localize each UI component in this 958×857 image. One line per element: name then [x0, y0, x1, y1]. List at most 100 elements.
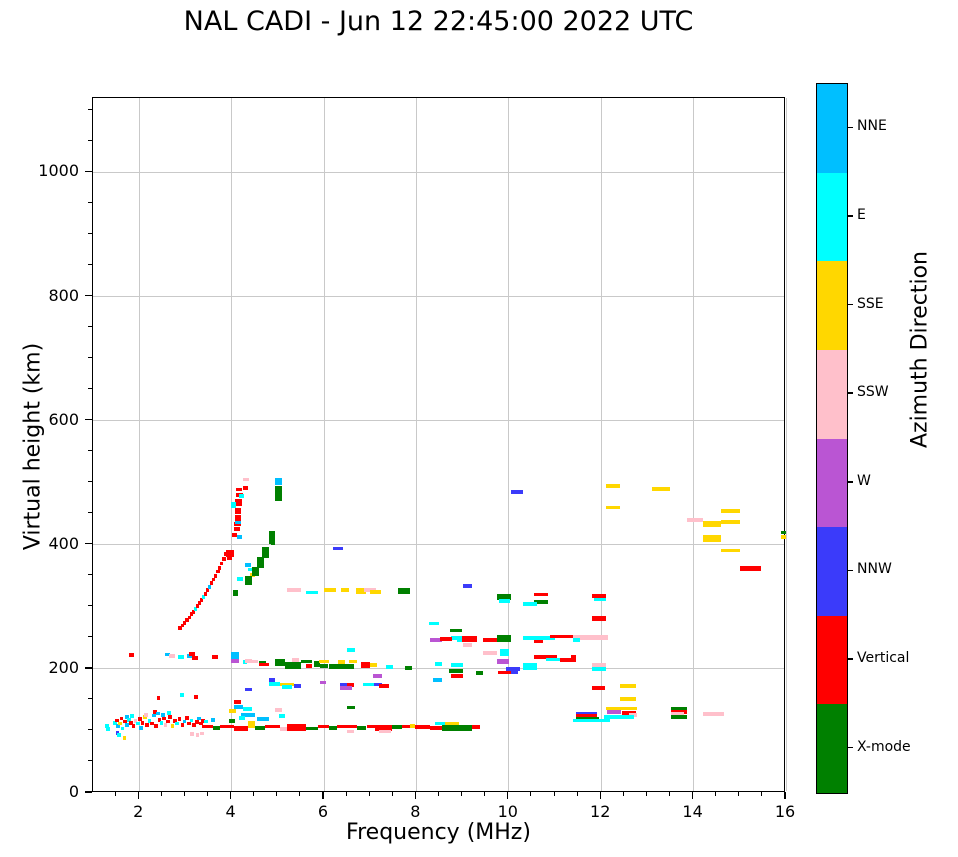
- axis-tick: [88, 388, 92, 390]
- scatter-point: [291, 658, 299, 663]
- scatter-point: [605, 706, 622, 711]
- scatter-point: [370, 663, 378, 668]
- scatter-point: [113, 721, 117, 725]
- scatter-point: [125, 722, 130, 727]
- scatter-point: [168, 715, 172, 720]
- scatter-point: [193, 606, 197, 611]
- scatter-point: [229, 709, 237, 713]
- scatter-point: [269, 530, 276, 545]
- colorbar-label-w: W: [857, 472, 871, 489]
- axis-tick: [507, 792, 509, 799]
- x-tick-label: 8: [410, 802, 421, 821]
- colorbar: [816, 83, 848, 794]
- axis-tick: [299, 792, 301, 796]
- scatter-point: [191, 722, 196, 727]
- scatter-point: [165, 719, 170, 724]
- scatter-point: [247, 721, 255, 725]
- scatter-point: [230, 502, 237, 508]
- scatter-point: [172, 719, 177, 723]
- scatter-point: [156, 696, 161, 700]
- scatter-point: [157, 717, 162, 722]
- axis-tick: [738, 792, 740, 796]
- scatter-point: [432, 678, 442, 682]
- scatter-point: [245, 563, 251, 568]
- scatter-point: [123, 719, 127, 724]
- scatter-point: [497, 593, 512, 600]
- scatter-point: [170, 724, 175, 728]
- gridline-x: [138, 98, 140, 791]
- scatter-point: [457, 637, 465, 642]
- scatter-point: [201, 724, 214, 729]
- scatter-point: [498, 599, 510, 604]
- scatter-point: [243, 477, 249, 482]
- axis-tick: [88, 450, 92, 452]
- gridline-x: [415, 98, 417, 791]
- scatter-point: [175, 721, 179, 726]
- colorbar-segment-vertical: [817, 615, 847, 705]
- scatter-point: [135, 721, 140, 726]
- scatter-point: [370, 590, 382, 594]
- scatter-point: [275, 659, 285, 667]
- scatter-point: [652, 487, 671, 491]
- x-tick-label: 6: [317, 802, 329, 821]
- scatter-point: [347, 683, 355, 687]
- scatter-point: [550, 634, 579, 639]
- scatter-point: [117, 733, 121, 738]
- axis-tick: [88, 481, 92, 483]
- scatter-point: [139, 725, 143, 730]
- scatter-point: [621, 706, 638, 711]
- scatter-point: [199, 721, 203, 726]
- scatter-point: [166, 711, 171, 715]
- scatter-point: [603, 714, 622, 719]
- scatter-point: [476, 671, 484, 676]
- scatter-point: [163, 722, 168, 727]
- scatter-point: [208, 585, 212, 589]
- scatter-point: [195, 733, 200, 738]
- scatter-point: [129, 721, 133, 725]
- scatter-point: [340, 686, 352, 690]
- scatter-point: [245, 687, 253, 692]
- scatter-point: [115, 730, 120, 735]
- scatter-point: [203, 719, 209, 724]
- gridline-x: [231, 98, 233, 791]
- scatter-point: [275, 486, 283, 502]
- scatter-point: [178, 655, 184, 659]
- scatter-point: [233, 527, 240, 532]
- scatter-point: [671, 712, 685, 717]
- scatter-point: [430, 725, 442, 730]
- axis-tick: [85, 791, 92, 793]
- scatter-point: [187, 721, 191, 726]
- colorbar-tick: [848, 481, 853, 483]
- scatter-point: [234, 515, 241, 522]
- scatter-point: [125, 715, 130, 720]
- scatter-point: [185, 618, 189, 622]
- x-tick-label: 4: [225, 802, 236, 821]
- scatter-point: [448, 668, 463, 673]
- scatter-point: [287, 723, 307, 731]
- scatter-point: [497, 635, 512, 642]
- scatter-point: [214, 573, 218, 578]
- scatter-point: [605, 483, 620, 488]
- scatter-point: [341, 588, 350, 592]
- axis-tick: [88, 760, 92, 762]
- scatter-point: [534, 655, 558, 659]
- scatter-point: [231, 532, 238, 537]
- gridline-y: [93, 668, 784, 670]
- scatter-point: [462, 583, 472, 588]
- colorbar-label-nne: NNE: [857, 118, 887, 135]
- scatter-point: [257, 717, 269, 721]
- scatter-point: [278, 714, 285, 718]
- colorbar-tick: [848, 126, 853, 128]
- scatter-point: [209, 581, 214, 586]
- scatter-point: [497, 658, 509, 665]
- scatter-point: [571, 655, 576, 659]
- scatter-point: [234, 507, 241, 514]
- axis-tick: [85, 418, 92, 421]
- scatter-point: [235, 520, 241, 525]
- scatter-point: [190, 732, 194, 736]
- scatter-point: [534, 639, 544, 644]
- y-tick-label: 400: [48, 533, 79, 553]
- scatter-point: [238, 493, 245, 498]
- scatter-point: [220, 561, 224, 566]
- scatter-point: [115, 718, 119, 723]
